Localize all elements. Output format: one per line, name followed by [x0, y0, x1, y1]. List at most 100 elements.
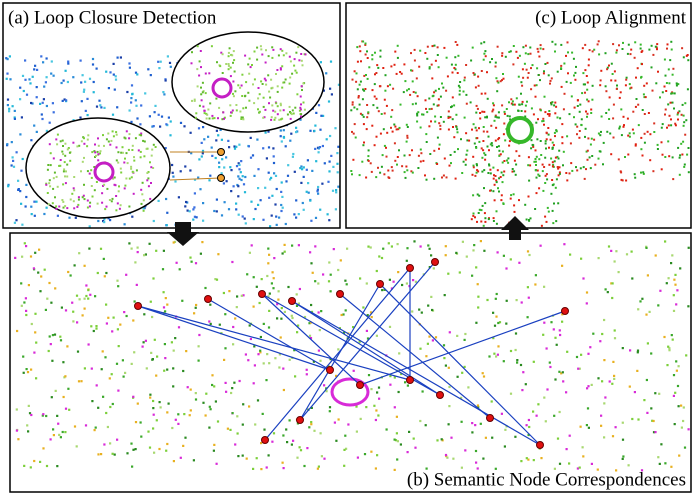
point — [187, 210, 189, 212]
point — [280, 69, 282, 71]
point — [657, 456, 659, 458]
point — [53, 434, 55, 436]
point — [394, 469, 396, 471]
point — [648, 112, 650, 114]
point — [221, 214, 223, 216]
point — [263, 429, 265, 431]
point — [45, 184, 47, 186]
point — [296, 293, 298, 295]
point — [416, 121, 418, 123]
point — [550, 321, 552, 323]
point — [416, 115, 418, 117]
point — [547, 207, 549, 209]
point — [245, 81, 247, 83]
point — [122, 152, 124, 154]
point — [491, 142, 493, 144]
point — [387, 85, 389, 87]
point — [493, 217, 495, 219]
point — [526, 457, 528, 459]
point — [497, 354, 499, 356]
point — [475, 112, 477, 114]
point — [56, 143, 58, 145]
point — [53, 111, 55, 113]
point — [605, 288, 607, 290]
point — [140, 156, 142, 158]
point — [488, 165, 490, 167]
point — [234, 317, 236, 319]
point — [34, 65, 36, 67]
point — [271, 116, 273, 118]
point — [688, 147, 690, 149]
point — [104, 275, 106, 277]
point — [54, 287, 56, 289]
point — [378, 387, 380, 389]
point — [331, 93, 333, 95]
point — [376, 64, 378, 66]
point — [668, 277, 670, 279]
point — [8, 108, 10, 110]
point — [574, 72, 576, 74]
point — [587, 407, 589, 409]
point — [381, 166, 383, 168]
point — [308, 426, 310, 428]
point — [229, 104, 231, 106]
point — [25, 196, 27, 198]
point — [588, 427, 590, 429]
point — [482, 458, 484, 460]
semantic-node — [437, 392, 444, 399]
point — [484, 93, 486, 95]
point — [466, 150, 468, 152]
point — [590, 167, 592, 169]
point — [500, 199, 502, 201]
point — [404, 80, 406, 82]
point — [672, 178, 674, 180]
point — [161, 116, 163, 118]
point — [237, 84, 239, 86]
point — [593, 139, 595, 141]
point — [306, 169, 308, 171]
point — [478, 212, 480, 214]
point — [135, 105, 137, 107]
point — [73, 189, 75, 191]
point — [228, 290, 230, 292]
point — [592, 333, 594, 335]
point — [501, 55, 503, 57]
point — [107, 426, 109, 428]
point — [503, 360, 505, 362]
point — [253, 306, 255, 308]
point — [497, 82, 499, 84]
point — [25, 245, 27, 247]
point — [61, 307, 63, 309]
point — [275, 216, 277, 218]
point — [589, 49, 591, 51]
point — [210, 323, 212, 325]
point — [527, 286, 529, 288]
point — [636, 98, 638, 100]
point — [300, 165, 302, 167]
point — [436, 439, 438, 441]
point — [241, 95, 243, 97]
point — [497, 46, 499, 48]
point — [429, 108, 431, 110]
point — [377, 414, 379, 416]
point — [611, 297, 613, 299]
point — [577, 105, 579, 107]
point — [330, 155, 332, 157]
point — [611, 383, 613, 385]
point — [87, 170, 89, 172]
point — [60, 436, 62, 438]
point — [451, 64, 453, 66]
point — [34, 215, 36, 217]
point — [352, 104, 354, 106]
point — [566, 448, 568, 450]
point — [22, 158, 24, 160]
point — [275, 102, 277, 104]
point — [505, 56, 507, 58]
point — [209, 406, 211, 408]
point — [131, 466, 133, 468]
point — [115, 131, 117, 133]
point — [631, 277, 633, 279]
point — [259, 93, 261, 95]
point — [366, 330, 368, 332]
point — [254, 423, 256, 425]
